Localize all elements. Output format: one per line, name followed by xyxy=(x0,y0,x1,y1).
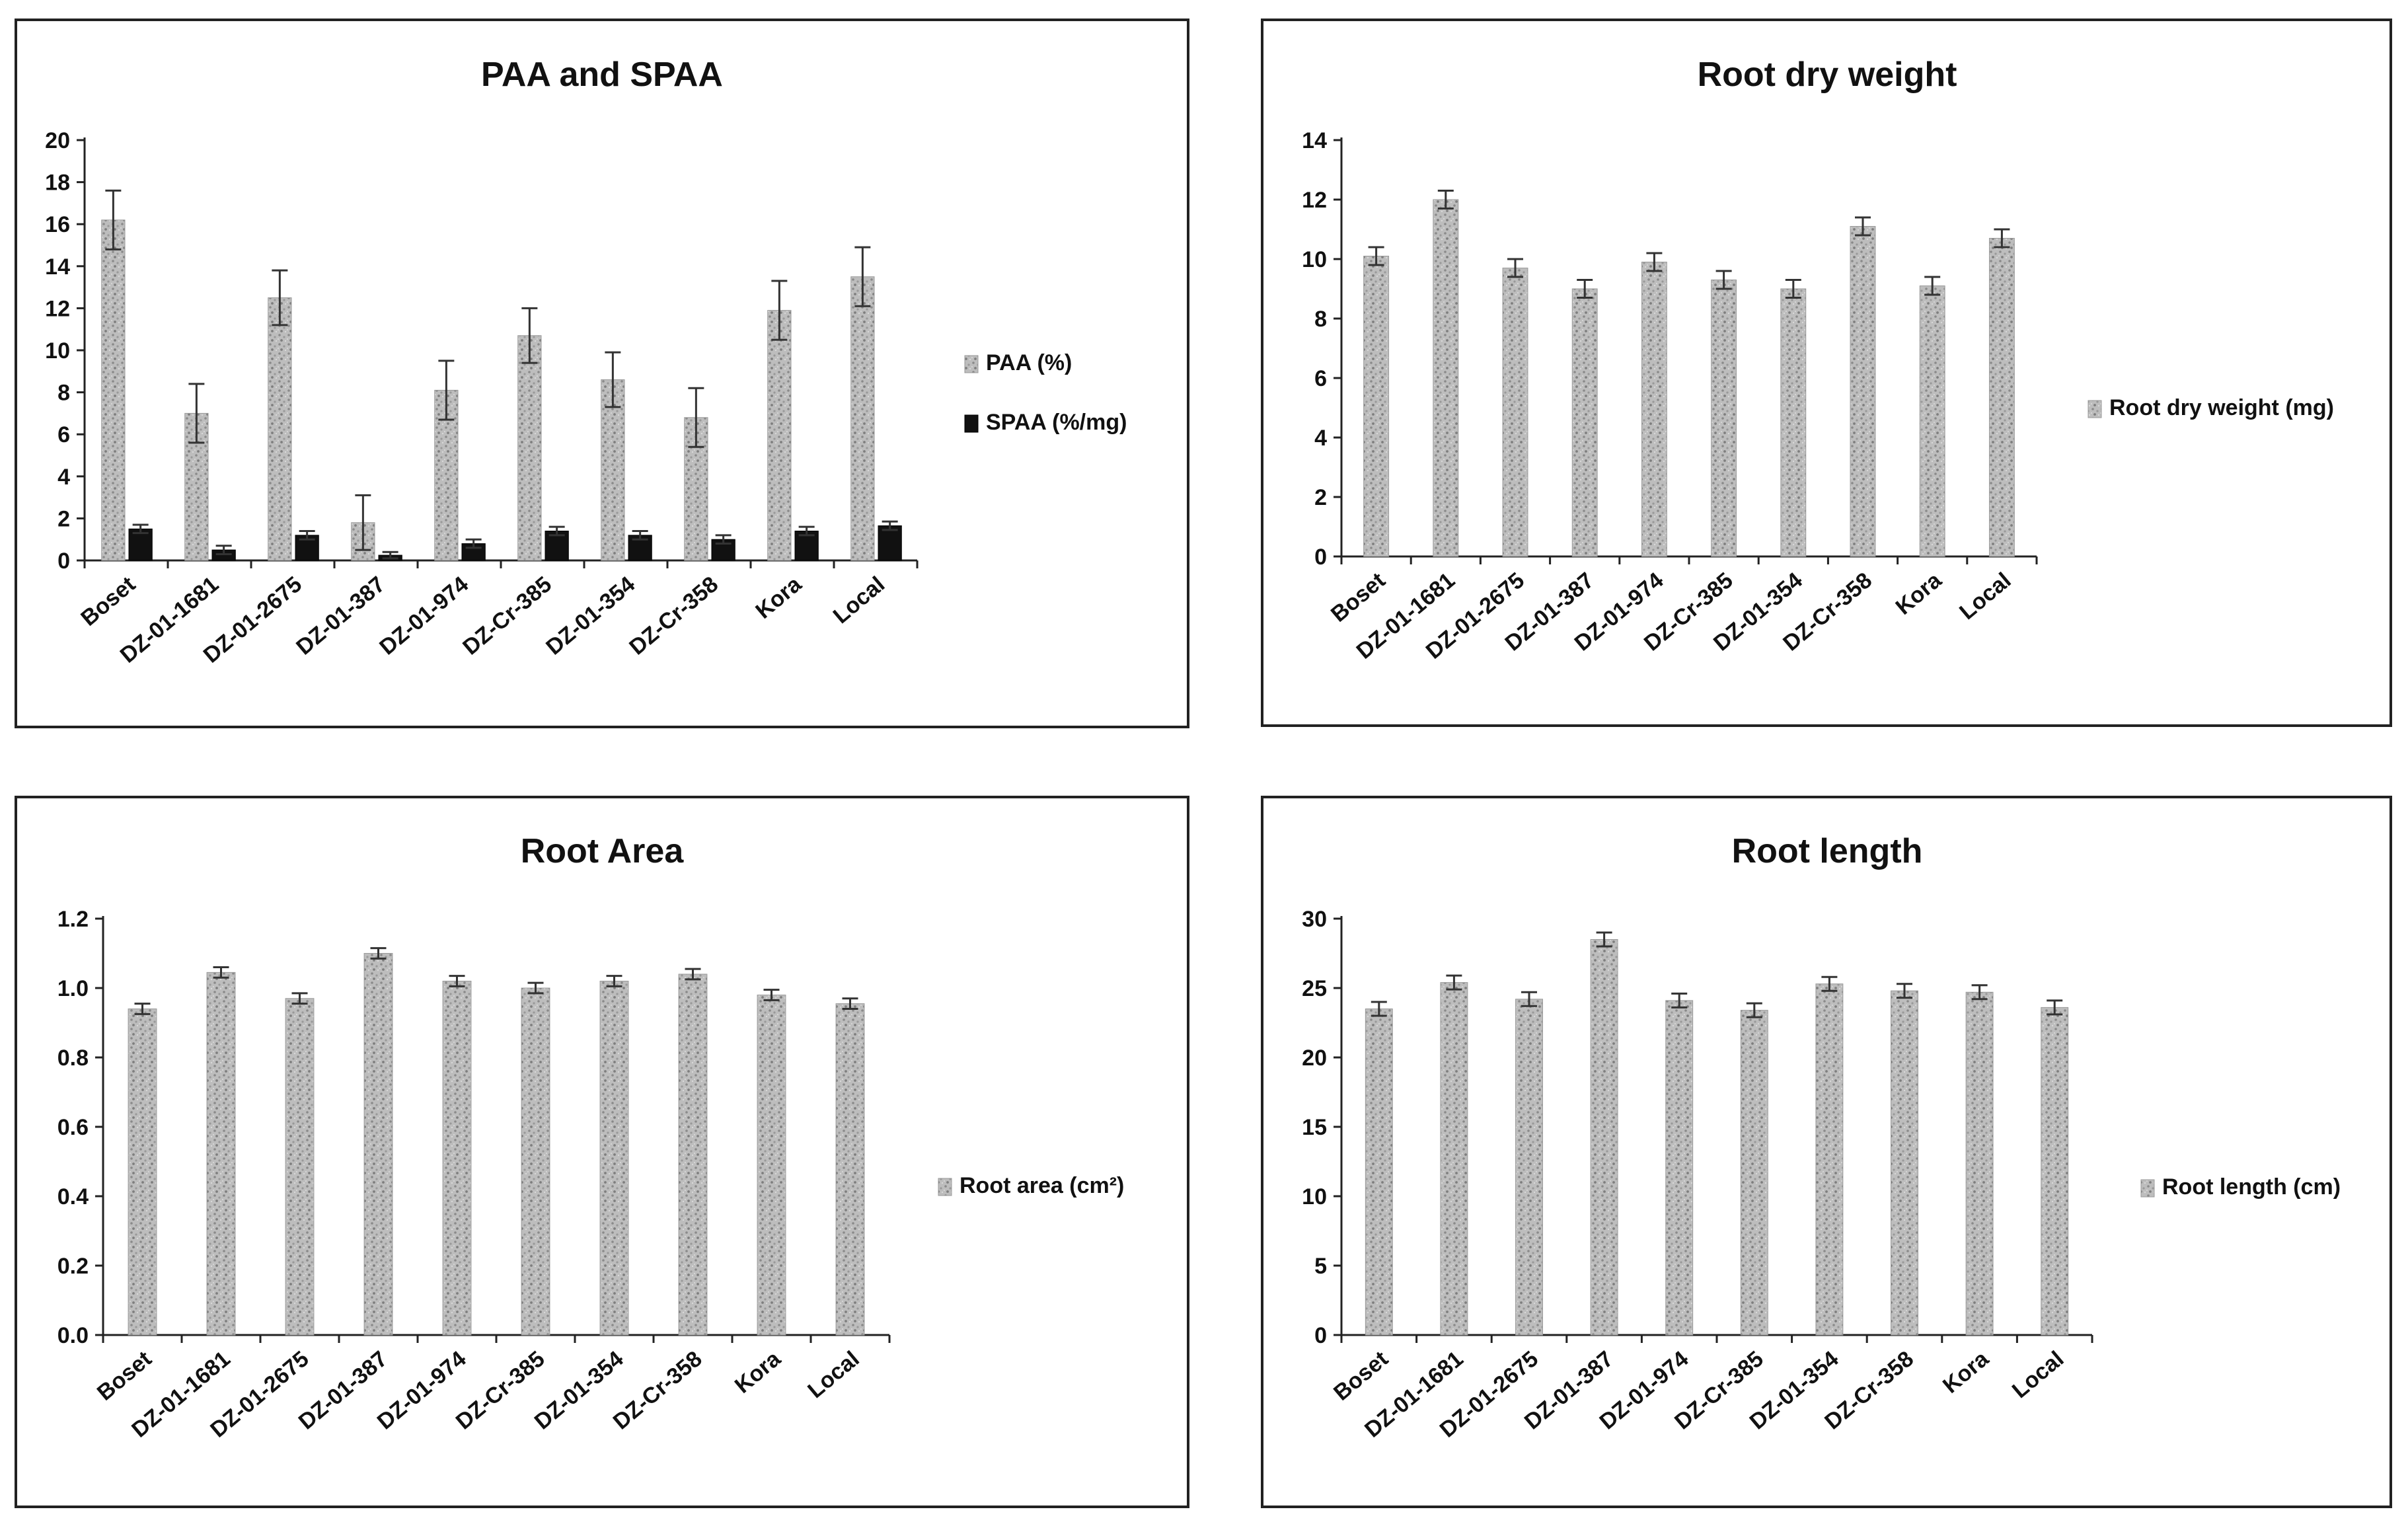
y-tick-label: 18 xyxy=(45,171,70,196)
y-tick-label: 10 xyxy=(1302,1184,1327,1209)
chart-title: PAA and SPAA xyxy=(481,56,723,94)
y-tick-label: 0.8 xyxy=(57,1046,89,1071)
y-tick-label: 20 xyxy=(1302,1046,1327,1071)
y-tick-label: 4 xyxy=(1314,426,1327,451)
y-tick-label: 0.6 xyxy=(57,1115,89,1140)
bar-root-length-cm-dz-01-974 xyxy=(1665,1000,1694,1336)
bar-root-length-cm-dz-01-354 xyxy=(1815,983,1844,1336)
y-tick-label: 12 xyxy=(1302,188,1327,213)
bar-root-length-cm-dz-01-387 xyxy=(1590,939,1618,1336)
y-tick-label: 4 xyxy=(57,465,70,490)
legend-label-root-dry-weight-mg: Root dry weight (mg) xyxy=(2109,395,2334,420)
y-tick-label: 0 xyxy=(1314,1323,1327,1348)
y-tick-label: 2 xyxy=(57,506,70,531)
legend-swatch-paa xyxy=(964,355,979,373)
y-tick-label: 10 xyxy=(45,338,70,363)
y-tick-label: 8 xyxy=(1314,307,1327,332)
y-tick-label: 8 xyxy=(57,381,70,406)
y-tick-label: 0 xyxy=(1314,545,1327,570)
y-tick-label: 25 xyxy=(1302,976,1327,1001)
legend-label-spaa-mg: SPAA (%/mg) xyxy=(986,410,1127,435)
bar-root-area-cm-dz-01-1681 xyxy=(206,972,236,1336)
y-tick-label: 5 xyxy=(1314,1254,1327,1279)
y-tick-label: 16 xyxy=(45,212,70,237)
bar-root-dry-weight-mg-dz-01-2675 xyxy=(1502,268,1528,557)
bar-root-dry-weight-mg-local xyxy=(1988,238,2015,557)
y-tick-label: 0.4 xyxy=(57,1184,89,1209)
bar-spaa-mg-local xyxy=(878,525,902,561)
bar-root-area-cm-boset xyxy=(128,1009,157,1336)
bar-root-length-cm-dz-cr-385 xyxy=(1740,1010,1768,1336)
bar-paa-local xyxy=(850,276,875,561)
bar-root-dry-weight-mg-dz-01-1681 xyxy=(1433,199,1459,557)
y-tick-label: 0.2 xyxy=(57,1254,89,1279)
legend-swatch-root-dry-weight-mg xyxy=(2088,400,2102,418)
bar-root-length-cm-dz-cr-358 xyxy=(1891,990,1918,1336)
chart-panel-paa-spaa: PAA and SPAA 02468101214161820BosetDZ-01… xyxy=(15,19,1189,728)
bar-root-area-cm-kora xyxy=(757,995,786,1336)
legend-swatch-root-area-cm xyxy=(938,1178,952,1196)
bar-paa-dz-cr-385 xyxy=(517,335,542,561)
chart-title: Root Area xyxy=(521,832,685,870)
chart-frame xyxy=(15,19,1189,728)
legend-label-root-area-cm: Root area (cm²) xyxy=(959,1173,1124,1198)
bar-root-area-cm-dz-cr-358 xyxy=(678,973,708,1336)
bar-root-dry-weight-mg-dz-01-387 xyxy=(1571,288,1598,557)
y-tick-label: 2 xyxy=(1314,485,1327,510)
y-tick-label: 30 xyxy=(1302,907,1327,932)
legend-swatch-spaa-mg xyxy=(964,414,979,433)
y-tick-label: 15 xyxy=(1302,1115,1327,1140)
bar-paa-kora xyxy=(767,310,792,561)
bar-paa-boset xyxy=(101,219,126,561)
bar-root-length-cm-dz-01-2675 xyxy=(1515,999,1543,1336)
bar-root-dry-weight-mg-boset xyxy=(1363,256,1390,557)
chart-panel-root-length: Root length 051015202530BosetDZ-01-1681D… xyxy=(1261,796,2392,1508)
bar-paa-dz-01-2675 xyxy=(268,297,292,561)
bar-root-area-cm-dz-01-387 xyxy=(363,953,393,1336)
bar-root-dry-weight-mg-kora xyxy=(1919,286,1945,557)
chart-title: Root length xyxy=(1732,832,1923,870)
bar-root-dry-weight-mg-dz-01-354 xyxy=(1780,288,1807,557)
bar-root-length-cm-kora xyxy=(1965,991,1994,1336)
bar-paa-dz-01-354 xyxy=(601,379,625,561)
y-tick-label: 0.0 xyxy=(57,1323,89,1348)
y-tick-label: 1.2 xyxy=(57,907,89,932)
y-tick-label: 14 xyxy=(45,254,70,280)
y-tick-label: 20 xyxy=(45,128,70,153)
legend-swatch-root-length-cm xyxy=(2140,1179,2155,1198)
chart-title: Root dry weight xyxy=(1698,56,1957,94)
legend-label-root-length-cm: Root length (cm) xyxy=(2162,1174,2341,1200)
y-tick-label: 6 xyxy=(1314,366,1327,391)
bar-root-length-cm-dz-01-1681 xyxy=(1440,982,1468,1336)
bar-root-length-cm-boset xyxy=(1365,1009,1393,1336)
bar-spaa-mg-boset xyxy=(128,528,153,561)
y-tick-label: 0 xyxy=(57,549,70,574)
bar-root-dry-weight-mg-dz-cr-385 xyxy=(1711,280,1737,557)
bar-root-area-cm-local xyxy=(835,1003,865,1336)
bar-root-area-cm-dz-01-974 xyxy=(442,981,472,1336)
y-tick-label: 10 xyxy=(1302,247,1327,272)
legend-label-paa: PAA (%) xyxy=(986,350,1072,375)
chart-panel-root-dry-weight: Root dry weight 02468101214BosetDZ-01-16… xyxy=(1261,19,2392,727)
bar-root-area-cm-dz-cr-385 xyxy=(521,987,550,1336)
bar-root-dry-weight-mg-dz-01-974 xyxy=(1641,262,1667,557)
bar-root-length-cm-local xyxy=(2041,1007,2069,1336)
y-tick-label: 6 xyxy=(57,422,70,447)
chart-panel-root-area: Root Area 0.00.20.40.60.81.01.2BosetDZ-0… xyxy=(15,796,1189,1508)
y-tick-label: 1.0 xyxy=(57,976,89,1001)
y-tick-label: 12 xyxy=(45,296,70,321)
bar-root-area-cm-dz-01-354 xyxy=(599,981,629,1336)
bar-root-dry-weight-mg-dz-cr-358 xyxy=(1850,226,1876,557)
bar-root-area-cm-dz-01-2675 xyxy=(285,998,315,1336)
y-tick-label: 14 xyxy=(1302,128,1327,153)
